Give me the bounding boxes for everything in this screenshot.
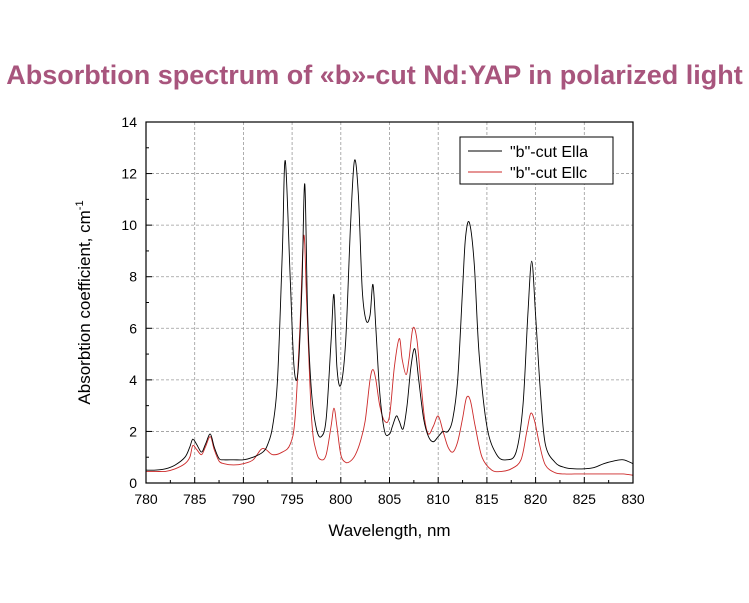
y-tick-labels: 0 2 4 6 8 10 12 14 (121, 114, 137, 491)
x-tick-labels: 780 785 790 795 800 805 810 815 820 825 830 (134, 491, 645, 507)
x-tick-label: 800 (329, 491, 353, 507)
y-tick-label: 12 (121, 166, 137, 182)
legend: "b"-cut Ella "b"-cut Ellc (459, 136, 614, 185)
x-tick-label: 780 (134, 491, 158, 507)
series-group (145, 159, 634, 476)
x-axis-label: Wavelength, nm (328, 521, 450, 540)
x-tick-label: 820 (524, 491, 548, 507)
y-axis-label: Absorbtion coefficient, cm-1 (74, 200, 94, 404)
x-tick-label: 815 (475, 491, 499, 507)
y-tick-label: 6 (129, 320, 137, 336)
legend-box (459, 136, 614, 185)
y-axis-label-superscript: -1 (74, 200, 86, 210)
x-tick-label: 825 (573, 491, 597, 507)
y-tick-label: 4 (129, 372, 137, 388)
y-tick-label: 2 (129, 423, 137, 439)
x-tick-label: 790 (232, 491, 256, 507)
y-tick-label: 0 (129, 475, 137, 491)
x-tick-label: 805 (378, 491, 402, 507)
y-tick-label: 10 (121, 217, 137, 233)
x-tick-label: 795 (280, 491, 304, 507)
y-tick-label: 8 (129, 269, 137, 285)
y-tick-label: 14 (121, 114, 137, 130)
x-tick-label: 830 (621, 491, 645, 507)
x-tick-label: 810 (427, 491, 451, 507)
x-tick-label: 785 (183, 491, 207, 507)
series-line-1 (145, 234, 634, 476)
legend-label-ella: "b"-cut Ella (510, 144, 588, 161)
series-line-0 (145, 159, 634, 471)
legend-label-ellc: "b"-cut Ellc (510, 165, 587, 182)
chart-title: Absorbtion spectrum of «b»-cut Nd:YAP in… (6, 60, 743, 90)
axis-ticks (145, 121, 634, 484)
y-axis-label-main: Absorbtion coefficient, cm (75, 210, 94, 404)
